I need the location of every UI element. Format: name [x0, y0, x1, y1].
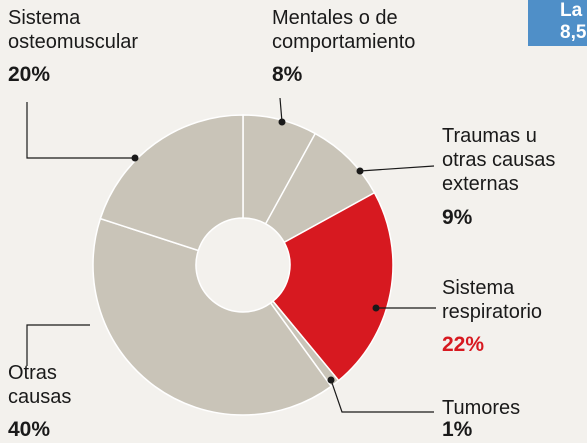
leader-dots [131, 118, 380, 384]
category-label: Otras causas [8, 362, 72, 408]
category-label: Mentales o de comportamiento [272, 7, 416, 53]
value-label: 22% [442, 333, 485, 356]
value-label: 20% [8, 63, 51, 86]
donut-segment [99, 114, 244, 252]
leader-line [26, 102, 135, 159]
category-label: Traumas u otras causas externas [442, 125, 556, 195]
leader-dot [327, 376, 335, 384]
leader-dot [372, 304, 380, 312]
leader-lines [26, 97, 436, 413]
donut-segment [92, 217, 333, 416]
leader-dot [131, 154, 139, 162]
donut-segment [271, 191, 394, 382]
value-label: 1% [442, 418, 473, 441]
category-label: Sistema osteomuscular [8, 7, 139, 53]
leader-line [279, 97, 283, 123]
leader-line [359, 165, 435, 172]
value-label: 9% [442, 206, 473, 229]
category-label: Sistema respiratorio [442, 277, 543, 323]
corner-box: La 8,5 [528, 0, 587, 46]
value-label: 8% [272, 63, 303, 86]
leader-dot [356, 167, 364, 175]
corner-text: 8,5 [560, 22, 587, 43]
value-label: 40% [8, 418, 51, 441]
corner-text: La [560, 0, 583, 21]
category-label: Tumores [442, 397, 521, 419]
leader-dot [278, 118, 286, 126]
leader-line [330, 379, 434, 413]
leader-line [26, 324, 90, 366]
